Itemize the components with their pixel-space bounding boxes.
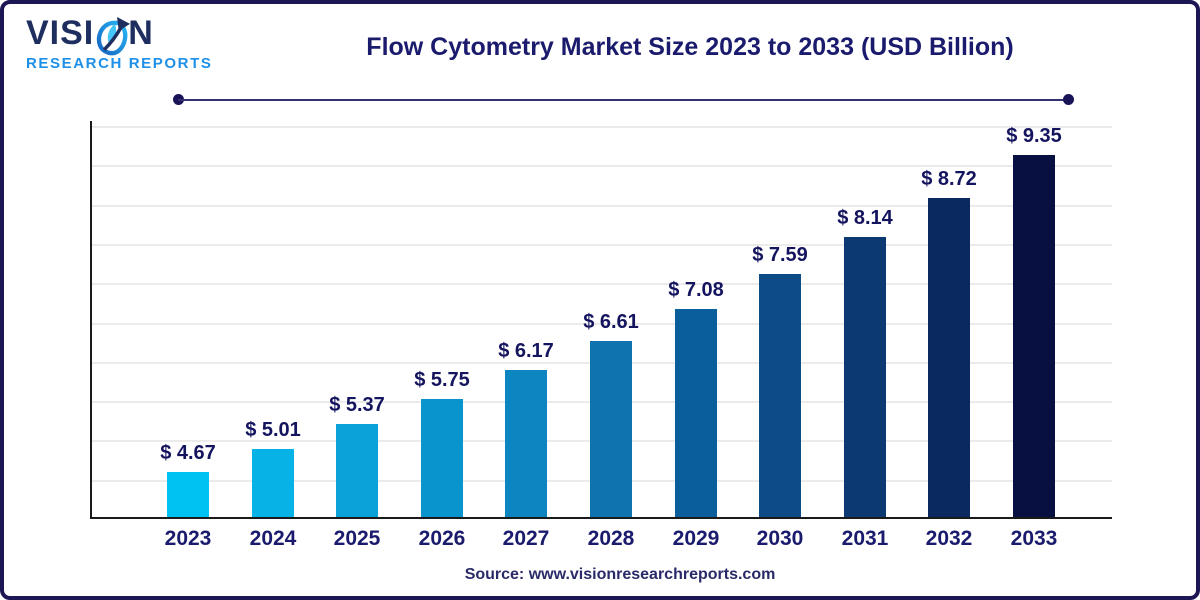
bar-value-label: $ 4.67 [160, 442, 216, 464]
bar-2024 [252, 449, 294, 517]
brand-name: VISI N [26, 12, 226, 56]
chart-title: Flow Cytometry Market Size 2023 to 2033 … [366, 33, 1014, 61]
bar-value-label: $ 5.01 [245, 419, 301, 441]
brand-tagline: RESEARCH REPORTS [26, 55, 213, 72]
x-tick-label: 2030 [756, 527, 804, 550]
bar-2029 [675, 309, 717, 517]
bar-value-label: $ 5.37 [329, 394, 385, 416]
x-tick-label: 2029 [672, 527, 720, 550]
bar-2028 [590, 341, 632, 517]
bar-value-label: $ 5.75 [414, 369, 470, 391]
bar-value-label: $ 6.17 [498, 340, 554, 362]
brand-name-pre: VISI [26, 14, 95, 52]
brand-logo: VISI N RESEARCH REPORTS [26, 12, 226, 72]
separator-line [178, 99, 1069, 101]
x-tick-label: 2031 [841, 527, 889, 550]
x-tick-label: 2032 [925, 527, 973, 550]
y-axis-line [90, 121, 92, 519]
bar-2026 [421, 399, 463, 517]
bar-2030 [759, 274, 801, 517]
bar-2025 [336, 424, 378, 517]
bar-value-label: $ 8.14 [837, 207, 893, 229]
title-separator [173, 94, 1074, 106]
x-tick-label: 2025 [333, 527, 381, 550]
gridline [92, 126, 1112, 128]
x-tick-label: 2033 [1010, 527, 1058, 550]
bar-value-label: $ 6.61 [583, 311, 639, 333]
x-tick-label: 2028 [587, 527, 635, 550]
x-tick-label: 2027 [502, 527, 550, 550]
brand-name-post: N [128, 14, 154, 52]
bar-2033 [1013, 155, 1055, 517]
bar-2023 [167, 472, 209, 517]
gridline [92, 283, 1112, 285]
gridline [92, 244, 1112, 246]
bar-2032 [928, 198, 970, 517]
bar-value-label: $ 7.08 [668, 279, 724, 301]
gridline [92, 165, 1112, 167]
logo-swoosh-o-icon [97, 17, 131, 56]
x-tick-label: 2024 [249, 527, 297, 550]
bar-value-label: $ 9.35 [1006, 125, 1062, 147]
bar-2031 [844, 237, 886, 517]
gridline [92, 323, 1112, 325]
bar-value-label: $ 8.72 [921, 168, 977, 190]
bar-2027 [505, 370, 547, 517]
x-axis-line [90, 517, 1112, 519]
separator-dot-right-icon [1063, 94, 1074, 105]
gridline [92, 205, 1112, 207]
x-tick-label: 2023 [164, 527, 212, 550]
x-tick-label: 2026 [418, 527, 466, 550]
source-attribution: Source: www.visionresearchreports.com [464, 566, 776, 583]
bar-value-label: $ 7.59 [752, 244, 808, 266]
